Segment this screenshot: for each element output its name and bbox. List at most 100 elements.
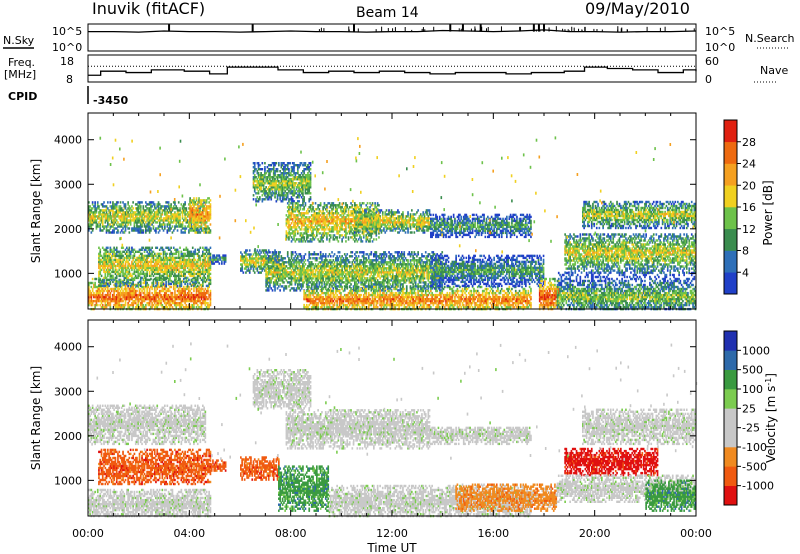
power-cell [363, 202, 365, 204]
power-cell [116, 247, 118, 249]
power-cell [127, 201, 129, 203]
power-cell [92, 201, 94, 203]
power-cell [181, 281, 183, 283]
nsearch-tick-bottom: 10^0 [705, 41, 735, 54]
power-cell [319, 228, 321, 230]
freq-series-line [88, 67, 696, 75]
freq-frame [88, 55, 696, 82]
power-cell [315, 202, 317, 204]
power-cell [184, 201, 186, 203]
power-cell [179, 207, 181, 209]
power-cell [200, 231, 202, 233]
power-cell [250, 267, 252, 269]
power-cell [165, 281, 167, 283]
power-cell [97, 304, 99, 306]
power-cell [168, 201, 170, 203]
power-cell [262, 162, 264, 164]
power-cell [302, 202, 304, 204]
nsky-tick-top: 10^5 [52, 25, 82, 38]
power-cell [336, 236, 338, 238]
power-cell [312, 206, 314, 208]
power-cell [127, 285, 129, 287]
power-cell [169, 290, 171, 292]
power-cell [243, 271, 245, 273]
power-cell [178, 251, 180, 253]
power-cell [278, 162, 280, 164]
power-cell [99, 223, 101, 225]
power-cell [117, 221, 119, 223]
power-cell [164, 223, 166, 225]
power-cell [182, 223, 184, 225]
power-cell [191, 285, 193, 287]
power-cell [89, 290, 91, 292]
power-cell [325, 228, 327, 230]
power-panel: 1000200030004000 Slant Range [km] 481216… [29, 113, 775, 310]
power-cell [159, 229, 161, 231]
power-cell [129, 231, 131, 233]
power-cell [92, 229, 94, 231]
power-cell [298, 226, 300, 228]
power-cell [160, 253, 162, 255]
power-cell [310, 184, 312, 186]
power-cell [117, 201, 119, 203]
power-cell [254, 162, 256, 164]
power-cell [257, 267, 259, 269]
date-title: 09/May/2010 [585, 0, 690, 18]
power-cell [153, 279, 155, 281]
power-cell [177, 229, 179, 231]
power-cell [107, 201, 109, 203]
power-cell [134, 253, 136, 255]
power-cell [324, 212, 326, 214]
beam-title: Beam 14 [356, 5, 419, 21]
power-cell [150, 227, 152, 229]
freq-label-2: [MHz] [4, 68, 36, 81]
power-cell [186, 207, 188, 209]
power-cell [102, 292, 104, 294]
power-cell [96, 278, 98, 280]
power-cell [191, 251, 193, 253]
nave-tick-top: 60 [705, 55, 719, 68]
power-cell [253, 267, 255, 269]
power-cell [310, 162, 312, 164]
power-cell [112, 275, 114, 277]
power-cell [225, 254, 227, 256]
power-cell [140, 292, 142, 294]
power-cell [132, 201, 134, 203]
power-cell [345, 228, 347, 230]
power-cell [288, 168, 290, 170]
power-cell [259, 164, 261, 166]
power-cell [153, 225, 155, 227]
power-cell [151, 247, 153, 249]
power-cell [194, 249, 196, 251]
power-cell [175, 253, 177, 255]
power-cell [113, 292, 115, 294]
nave-tick-bottom: 0 [705, 73, 712, 86]
power-cell [200, 247, 202, 249]
power-cell [136, 290, 138, 292]
power-cell [154, 203, 156, 205]
power-cell [262, 168, 264, 170]
power-cell [143, 229, 145, 231]
power-cell [125, 203, 127, 205]
power-cell [310, 192, 312, 194]
power-cell [156, 247, 158, 249]
power-cell [110, 201, 112, 203]
power-cell [181, 251, 183, 253]
power-cell [303, 196, 305, 198]
power-cell [322, 240, 324, 242]
power-cell [210, 203, 212, 205]
power-cell [149, 279, 151, 281]
power-cell [189, 223, 191, 225]
power-cell [362, 240, 364, 242]
power-cell [99, 249, 101, 251]
power-cell [210, 199, 212, 201]
cpid-value: -3450 [93, 94, 129, 107]
power-cell [130, 253, 132, 255]
power-cell [153, 251, 155, 253]
power-cell [132, 207, 134, 209]
power-cell [141, 223, 143, 225]
power-cell [129, 247, 131, 249]
power-cell [187, 283, 189, 285]
nave-label: Nave [760, 64, 788, 77]
